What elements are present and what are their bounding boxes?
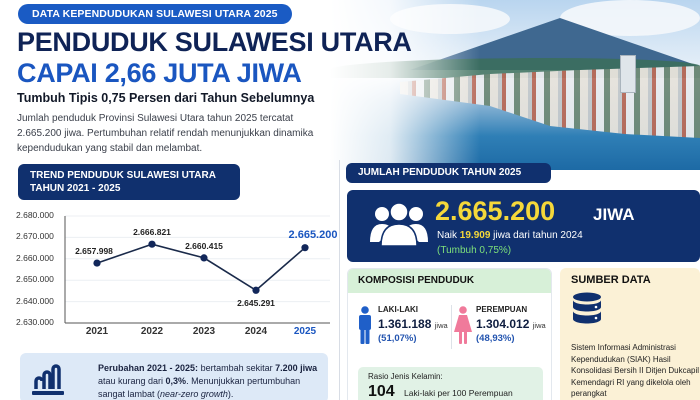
trend-section-label: TREND PENDUDUK SULAWESI UTARA TAHUN 2021… <box>18 164 240 200</box>
data-source-text: Sistem Informasi Administrasi Kependuduk… <box>571 343 700 398</box>
hero-photo-manado-volcano <box>330 0 700 170</box>
page-subtitle: Tumbuh Tipis 0,75 Persen dari Tahun Sebe… <box>17 91 315 105</box>
female-value: 1.304.012 jiwa <box>476 317 546 331</box>
y-axis-tick: 2.680.000 <box>16 210 54 220</box>
y-axis-tick: 2.630.000 <box>16 317 54 327</box>
data-point <box>301 244 309 252</box>
gender-divider <box>451 305 452 349</box>
trend-line-chart: 2.680.000 2.670.000 2.660.000 2.650.000 2.64… <box>0 205 340 345</box>
male-value: 1.361.188 jiwa <box>378 317 448 331</box>
y-axis-tick: 2.670.000 <box>16 231 54 242</box>
total-population-card: 2.665.200 JIWA Naik 19.909 jiwa dari tah… <box>347 190 700 262</box>
sex-ratio-value: 104 <box>368 383 395 400</box>
trend-label-line1: TREND PENDUDUK SULAWESI UTARA <box>30 170 216 181</box>
data-point-label: 2.657.998 <box>75 246 113 257</box>
data-point-label: 2.660.415 <box>185 240 223 251</box>
data-point-label: 2.665.200 <box>288 228 338 241</box>
page-title-line1: PENDUDUK SULAWESI UTARA <box>17 27 412 57</box>
y-axis-tick: 2.650.000 <box>16 274 54 285</box>
y-axis-tick: 2.640.000 <box>16 295 54 306</box>
x-axis-tick: 2021 <box>85 326 109 337</box>
composition-title: KOMPOSISI PENDUDUK <box>348 269 551 293</box>
trend-label-line2: TAHUN 2021 - 2025 <box>30 183 121 194</box>
data-point-label: 2.645.291 <box>237 298 275 309</box>
growth-chart-icon <box>32 364 64 395</box>
people-group-icon <box>370 202 428 247</box>
female-percent: (48,93%) <box>476 333 515 344</box>
jumlah-section-label: JUMLAH PENDUDUK TAHUN 2025 <box>346 163 551 183</box>
growth-rate: (Tumbuh 0,75%) <box>437 245 512 256</box>
sex-ratio-label: Rasio Jenis Kelamin: <box>368 372 443 381</box>
composition-card: KOMPOSISI PENDUDUK LAKI-LAKI 1.361.188 j… <box>347 268 552 400</box>
data-point <box>93 259 101 267</box>
data-source-card: SUMBER DATA Sistem Informasi Administras… <box>560 268 700 400</box>
x-axis-tick: 2023 <box>192 326 216 337</box>
female-icon <box>454 306 472 344</box>
column-divider <box>339 160 340 400</box>
chart-canvas <box>64 215 330 324</box>
x-axis-tick: 2025 <box>293 326 317 337</box>
header-tag: DATA KEPENDUDUKAN SULAWESI UTARA 2025 <box>18 4 292 24</box>
y-axis-tick: 2.660.000 <box>16 252 54 263</box>
change-note-text: Perubahan 2021 - 2025: bertambah sekitar… <box>98 363 318 399</box>
data-point <box>252 286 260 294</box>
total-population-unit: JIWA <box>593 205 635 224</box>
data-point <box>148 240 156 248</box>
male-icon <box>359 306 371 344</box>
page-title-line2: CAPAI 2,66 JUTA JIWA <box>17 58 302 88</box>
data-source-title: SUMBER DATA <box>571 274 651 286</box>
total-population-value: 2.665.200 <box>435 196 556 226</box>
male-label: LAKI-LAKI <box>378 305 418 314</box>
sex-ratio-box: Rasio Jenis Kelamin: 104 Laki-laki per 1… <box>358 367 543 400</box>
change-note-box: Perubahan 2021 - 2025: bertambah sekitar… <box>20 353 328 400</box>
female-label: PEREMPUAN <box>476 305 528 314</box>
data-point-label: 2.666.821 <box>133 227 171 238</box>
lede-paragraph: Jumlah penduduk Provinsi Sulawesi Utara … <box>17 113 314 154</box>
male-percent: (51,07%) <box>378 333 417 344</box>
x-axis-tick: 2022 <box>140 326 164 337</box>
x-axis-tick: 2024 <box>244 326 268 337</box>
database-icon <box>573 292 601 324</box>
increase-text: Naik 19.909 jiwa dari tahun 2024 <box>437 230 583 241</box>
data-point <box>200 254 208 262</box>
sex-ratio-desc: Laki-laki per 100 Perempuan <box>404 388 513 398</box>
